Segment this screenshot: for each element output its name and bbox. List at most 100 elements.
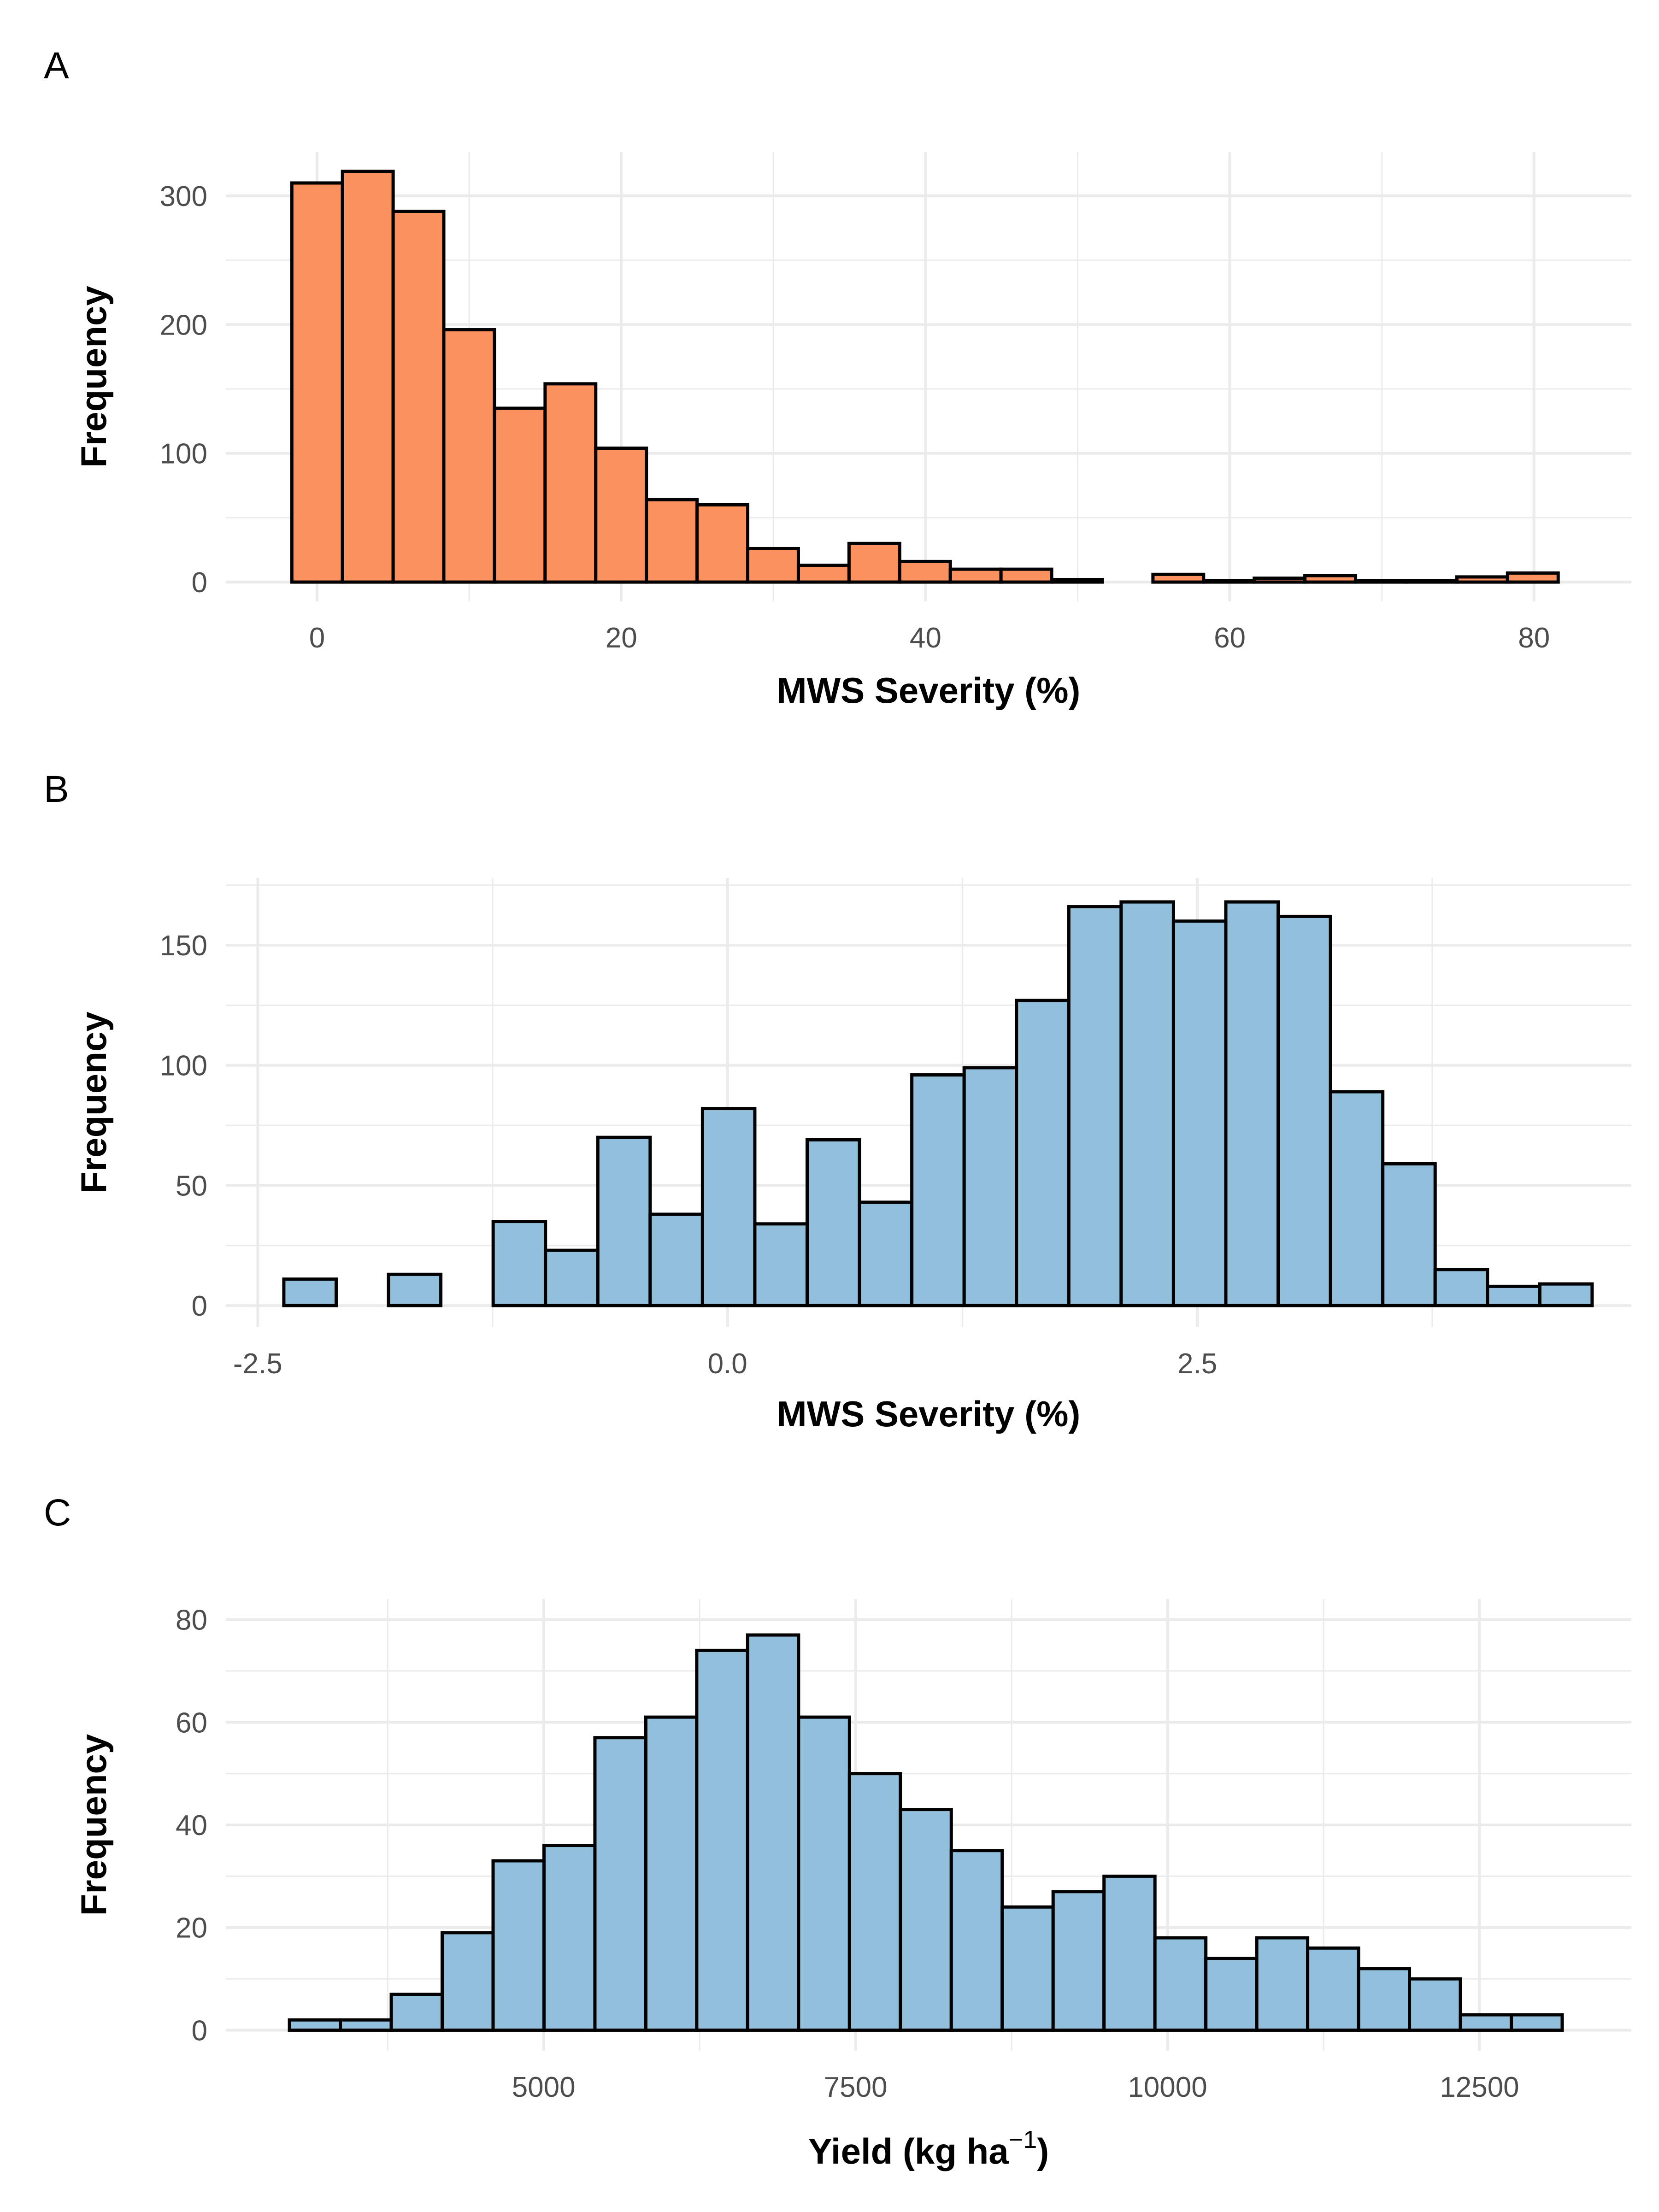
x-axis-title: Yield (kg ha−1) — [808, 2126, 1049, 2171]
histogram-bar — [1153, 1936, 1208, 2032]
histogram-bar — [1151, 572, 1206, 584]
histogram-bar — [1000, 1905, 1055, 2032]
y-tick-label: 40 — [176, 1810, 207, 1841]
x-tick-label: 40 — [910, 622, 941, 654]
histogram-bar — [288, 2018, 342, 2032]
histogram-bar — [543, 382, 598, 584]
histogram-bar — [594, 447, 648, 584]
x-axis-tick-labels: 5000 7500 10000 12500 — [512, 2071, 1519, 2103]
histogram-bar — [700, 1107, 757, 1307]
histogram-bars — [282, 900, 1594, 1307]
histogram-bar — [806, 1138, 861, 1307]
histogram-bar — [949, 1849, 1004, 2032]
histogram-bar — [1102, 1874, 1157, 2032]
x-tick-label: 60 — [1214, 622, 1246, 654]
histogram-bar — [491, 1220, 547, 1307]
histogram-bar — [695, 503, 750, 584]
x-tick-label: 80 — [1518, 622, 1550, 654]
histogram-bar — [899, 1808, 953, 2032]
y-tick-label: 100 — [160, 1050, 207, 1082]
histogram-bar — [753, 1222, 809, 1307]
histogram-bar — [491, 1859, 546, 2032]
histogram-bar — [910, 1073, 966, 1307]
y-tick-label: 0 — [192, 1290, 207, 1322]
histogram-bar — [1277, 914, 1332, 1307]
histogram-bar — [593, 1736, 647, 2032]
histogram-bar — [1171, 919, 1228, 1307]
x-tick-label: 0 — [309, 622, 325, 654]
histogram-bar — [1224, 900, 1280, 1307]
histogram-bar — [1202, 579, 1256, 584]
y-axis-title: Frequency — [73, 286, 114, 467]
y-tick-label: 20 — [176, 1912, 207, 1944]
y-axis-title: Frequency — [73, 1012, 114, 1193]
histogram-bar — [999, 567, 1053, 584]
histogram-bar — [1408, 1977, 1462, 2032]
histogram-bar — [695, 1648, 749, 2032]
x-axis-tick-labels: -2.5 0.0 2.5 — [233, 1348, 1217, 1380]
y-axis-tick-labels: 0 20 40 60 80 — [176, 1605, 207, 2047]
y-axis-tick-labels: 0 50 100 150 — [160, 930, 207, 1322]
x-tick-label: 10000 — [1128, 2071, 1207, 2103]
histogram-bar — [1119, 900, 1175, 1307]
histogram-bar — [1204, 1957, 1259, 2032]
histogram-bar — [391, 210, 446, 584]
histogram-bar — [542, 1844, 597, 2032]
histogram-bar — [1067, 905, 1123, 1307]
histogram-bar — [341, 170, 395, 584]
histogram-bar — [1506, 571, 1560, 584]
histogram-bar — [1433, 1268, 1489, 1307]
histogram-bar — [858, 1200, 914, 1307]
histogram-bar — [1051, 1890, 1106, 2032]
y-tick-label: 0 — [192, 567, 207, 599]
histogram-bar — [290, 181, 344, 584]
histogram-bar — [1354, 579, 1408, 584]
histogram-bar — [282, 1277, 338, 1307]
y-tick-label: 50 — [176, 1170, 207, 1202]
histogram-bar — [1357, 1967, 1412, 2032]
y-axis-title: Frequency — [73, 1734, 114, 1916]
histogram-bar — [1455, 575, 1509, 584]
histogram-bar — [746, 1633, 800, 2032]
panel-a: A 0 20 40 60 80 0 100 200 300 MWS Severity (%) Freq… — [44, 45, 1631, 711]
x-axis-title: MWS Severity (%) — [777, 670, 1081, 711]
histogram-bar — [898, 559, 952, 584]
x-axis-tick-labels: 0 20 40 60 80 — [309, 622, 1550, 654]
y-tick-label: 200 — [160, 309, 207, 341]
y-tick-label: 60 — [176, 1707, 207, 1739]
y-tick-label: 150 — [160, 930, 207, 962]
x-tick-label: 2.5 — [1177, 1348, 1217, 1380]
histogram-bar — [1015, 999, 1071, 1307]
x-tick-label: 12500 — [1440, 2071, 1519, 2103]
histogram-bar — [1510, 2013, 1564, 2032]
histogram-bar — [1381, 1162, 1437, 1307]
histogram-bar — [389, 1993, 444, 2032]
histogram-bar — [847, 541, 901, 584]
histogram-bar — [1050, 578, 1104, 584]
histogram-bar — [387, 1272, 443, 1307]
y-tick-label: 0 — [192, 2015, 207, 2047]
panel-label: C — [44, 1492, 71, 1534]
x-axis-title: MWS Severity (%) — [777, 1394, 1081, 1434]
histogram-bar — [339, 2018, 393, 2032]
histogram-bar — [1303, 574, 1358, 584]
histogram-bar — [1329, 1090, 1385, 1307]
histogram-bar — [796, 564, 851, 584]
histogram-bar — [746, 547, 800, 584]
histogram-bar — [847, 1772, 902, 2032]
histogram-bar — [1538, 1282, 1594, 1307]
y-tick-label: 300 — [160, 181, 207, 212]
histogram-bar — [596, 1135, 652, 1307]
y-axis-tick-labels: 0 100 200 300 — [160, 181, 207, 599]
panel-label: A — [44, 45, 69, 87]
x-tick-label: 20 — [606, 622, 637, 654]
histogram-bar — [645, 498, 699, 584]
panel-label: B — [44, 768, 69, 810]
panel-c: C 5000 7500 10000 12500 0 20 40 60 80 Yield (kg ha… — [44, 1492, 1631, 2171]
x-tick-label: -2.5 — [233, 1348, 282, 1380]
histogram-bars — [290, 170, 1560, 584]
panel-b: B -2.5 0.0 2.5 0 50 100 150 MWS Severity (%) Freq… — [44, 768, 1631, 1434]
histogram-bar — [1404, 579, 1459, 584]
y-tick-label: 100 — [160, 438, 207, 470]
